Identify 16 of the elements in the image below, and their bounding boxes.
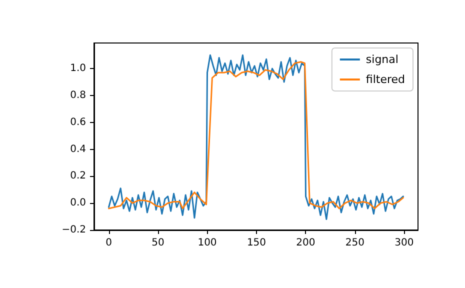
x-tick-label: 200 <box>296 238 316 248</box>
y-tick-label: 0.2 <box>70 170 86 182</box>
y-tick-label: −0.2 <box>62 224 86 236</box>
x-tick-label: 250 <box>345 238 365 248</box>
y-tick-label: 0.0 <box>70 198 86 209</box>
x-tick-label: 300 <box>394 238 414 248</box>
x-tick-label: 0 <box>106 238 112 248</box>
legend-label: signal <box>366 53 398 66</box>
y-tick-label: 1.0 <box>70 63 86 74</box>
x-tick-label: 50 <box>152 238 164 248</box>
x-tick-label: 150 <box>246 238 266 248</box>
x-tick-label: 100 <box>198 238 217 248</box>
legend-label: filtered <box>366 73 406 86</box>
y-tick-label: 0.8 <box>70 90 86 101</box>
y-tick-label: 0.4 <box>70 144 86 155</box>
y-tick-label: 0.6 <box>70 116 86 128</box>
